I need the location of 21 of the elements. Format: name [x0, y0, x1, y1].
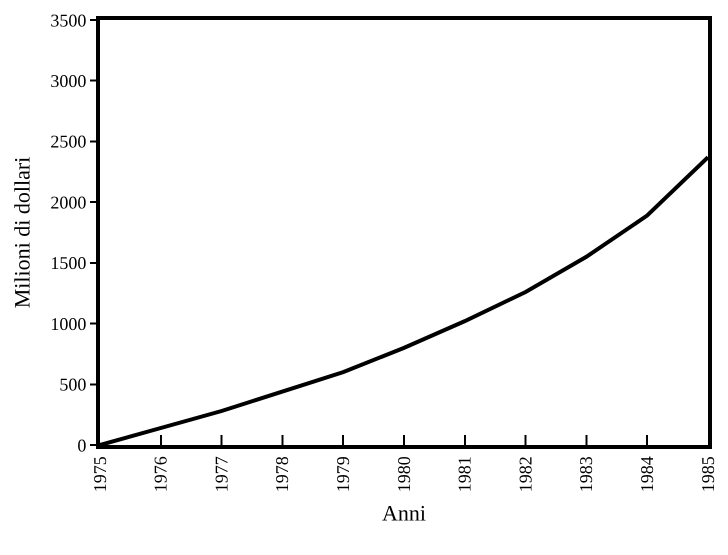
y-tick-label: 2500 — [50, 132, 86, 152]
y-tick-label: 3500 — [50, 10, 86, 30]
x-tick-label: 1976 — [150, 456, 171, 492]
x-tick-label: 1983 — [576, 456, 596, 492]
x-tick-label: 1982 — [515, 456, 536, 492]
y-tick-label: 1500 — [50, 253, 86, 274]
y-tick-label: 2000 — [50, 192, 86, 212]
x-tick-label: 1985 — [698, 456, 718, 492]
y-tick-label: 3000 — [50, 71, 86, 92]
x-axis-title: Anni — [382, 500, 426, 526]
x-tick-label: 1978 — [272, 456, 292, 492]
y-tick-label: 500 — [59, 374, 86, 395]
x-tick-label: 1977 — [211, 456, 232, 492]
x-tick-label: 1975 — [90, 456, 110, 492]
x-tick-label: 1984 — [637, 456, 658, 492]
x-tick-label: 1980 — [394, 456, 414, 492]
y-axis-title: Milioni di dollari — [10, 156, 35, 308]
x-tick-label: 1981 — [454, 456, 475, 492]
y-tick-label: 0 — [77, 435, 86, 456]
y-tick-label: 1000 — [50, 314, 86, 334]
x-tick-label: 1979 — [333, 456, 354, 492]
